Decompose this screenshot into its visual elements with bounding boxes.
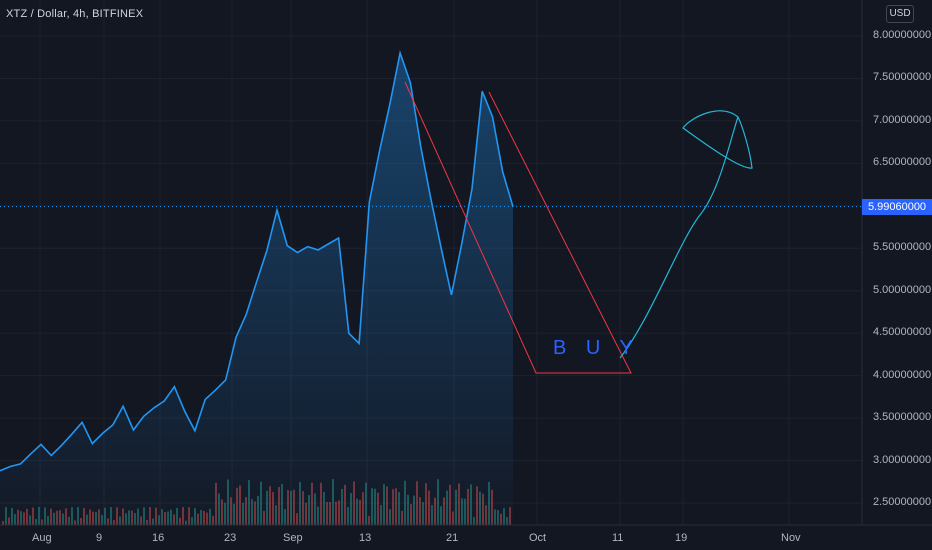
x-tick-label: Nov [781, 532, 801, 544]
x-tick-label: 13 [359, 532, 372, 544]
buy-annotation[interactable]: B U Y [553, 337, 640, 359]
cyan-projection-path [619, 110, 753, 359]
y-tick-label: 5.00000000 [873, 283, 932, 296]
y-tick-label: 4.00000000 [873, 368, 932, 381]
y-tick-label: 3.50000000 [873, 411, 932, 424]
x-tick-label: Sep [283, 532, 303, 544]
price-area [0, 49, 862, 525]
x-tick-label: Oct [529, 532, 547, 544]
y-tick-label: 2.50000000 [873, 496, 932, 508]
x-tick-label: 16 [152, 532, 165, 544]
symbol-title: XTZ / Dollar, 4h, BITFINEX [6, 8, 144, 20]
y-tick-label: 7.50000000 [873, 71, 932, 84]
y-tick-label: 4.50000000 [873, 326, 932, 339]
x-tick-label: 19 [675, 532, 688, 544]
user-drawings[interactable] [404, 81, 753, 374]
price-series-line [0, 49, 514, 472]
currency-button[interactable]: USD [886, 5, 914, 23]
y-tick-label: 8.00000000 [873, 29, 932, 41]
price-area-fill [0, 53, 513, 525]
x-tick-label: 23 [224, 532, 237, 544]
x-tick-label: 9 [96, 532, 103, 544]
x-tick-label: 21 [446, 532, 459, 544]
y-tick-label: 6.50000000 [873, 156, 932, 169]
last-price-badge: 5.99060000 [862, 199, 932, 215]
red-trend-wedge [404, 81, 632, 374]
y-tick-label: 5.50000000 [873, 241, 932, 254]
y-tick-label: 3.00000000 [873, 453, 932, 466]
y-tick-label: 7.00000000 [873, 113, 932, 126]
x-tick-label: Aug [32, 532, 52, 544]
x-tick-label: 11 [612, 532, 624, 544]
